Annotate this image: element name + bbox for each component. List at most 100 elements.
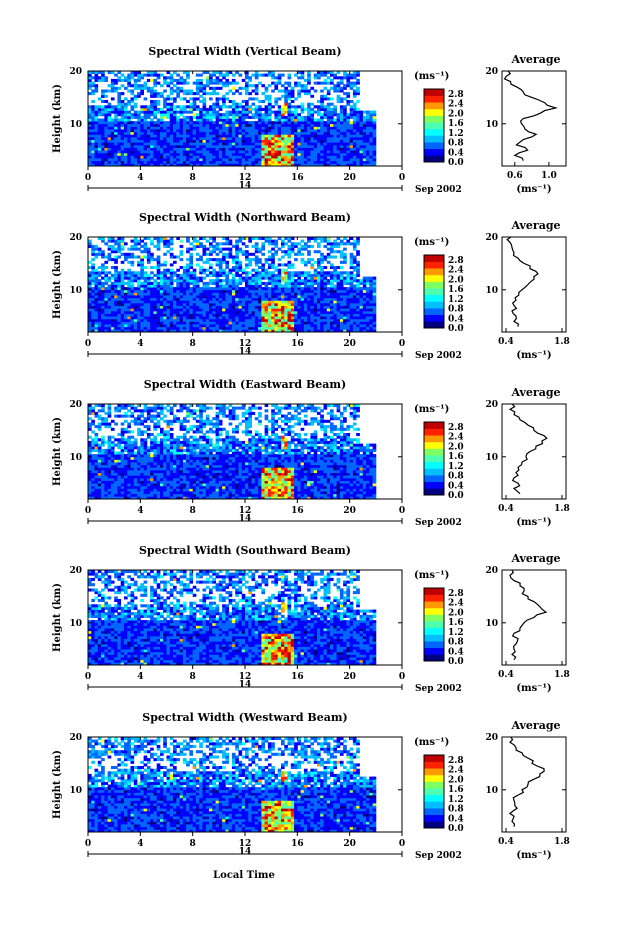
heatmap-cell <box>133 102 138 106</box>
heatmap-cell <box>287 255 292 259</box>
heatmap-cell <box>281 142 285 146</box>
heatmap-cell <box>133 150 138 154</box>
heatmap-cell <box>209 105 213 109</box>
heatmap-cell <box>313 105 318 109</box>
heatmap-cell <box>137 150 141 154</box>
heatmap-cell <box>274 86 279 90</box>
heatmap-cell <box>195 115 200 119</box>
heatmap-cell <box>107 131 112 135</box>
heatmap-cell <box>287 76 292 80</box>
heatmap-cell <box>359 321 364 325</box>
heatmap-cell <box>212 144 216 148</box>
heatmap-cell <box>362 303 367 307</box>
heatmap-cell <box>120 324 125 328</box>
heatmap-cell <box>320 295 324 299</box>
heatmap-cell <box>320 123 324 127</box>
heatmap-cell <box>160 321 164 325</box>
heatmap-cell <box>241 308 246 312</box>
heatmap-cell <box>179 310 184 314</box>
heatmap-cell <box>94 163 99 167</box>
heatmap-cell <box>114 158 118 162</box>
heatmap-cell <box>320 258 324 262</box>
heatmap-cell <box>127 78 131 82</box>
heatmap-cell <box>120 129 125 133</box>
heatmap-cell <box>182 295 187 299</box>
heatmap-cell <box>182 318 187 322</box>
colorbar-swatch <box>424 148 444 156</box>
heatmap-cell <box>179 139 184 143</box>
heatmap-cell <box>137 147 141 151</box>
heatmap-cell <box>369 292 373 296</box>
heatmap-cell <box>339 113 344 117</box>
heatmap-cell <box>228 150 233 154</box>
heatmap-cell <box>317 281 321 285</box>
heatmap-cell <box>274 239 279 243</box>
heatmap-cell <box>356 113 360 117</box>
heatmap-cell <box>94 107 99 111</box>
heatmap-cell <box>317 292 321 296</box>
heatmap-cell <box>349 139 354 143</box>
heatmap-cell <box>231 300 236 304</box>
heatmap-cell <box>218 313 223 317</box>
heatmap-cell <box>366 310 370 314</box>
heatmap-cell <box>245 271 249 275</box>
heatmap-cell <box>281 318 285 322</box>
heatmap-cell <box>362 281 367 285</box>
heatmap-cell <box>186 144 190 148</box>
heatmap-cell <box>238 276 243 280</box>
heatmap-cell <box>336 276 341 280</box>
heatmap-cell <box>343 113 347 117</box>
heatmap-cell <box>140 255 144 259</box>
heatmap-cell <box>150 92 154 96</box>
heatmap-cell <box>179 142 184 146</box>
heatmap-cell <box>238 73 243 77</box>
heatmap-cell <box>281 268 285 272</box>
heatmap-cell <box>101 287 105 291</box>
heatmap-cell <box>218 266 223 270</box>
heatmap-cell <box>137 155 141 159</box>
heatmap-cell <box>137 142 141 146</box>
heatmap-cell <box>356 123 360 127</box>
heatmap-cell <box>110 78 115 82</box>
heatmap-cell <box>248 329 252 333</box>
heatmap-cell <box>320 326 324 330</box>
heatmap-cell <box>372 113 377 117</box>
heatmap-cell <box>310 316 315 320</box>
heatmap-cell <box>215 300 220 304</box>
heatmap-cell <box>333 295 337 299</box>
heatmap-cell <box>104 150 109 154</box>
heatmap-cell <box>195 152 200 156</box>
heatmap-cell <box>153 121 158 125</box>
heatmap-cell <box>209 121 213 125</box>
heatmap-cell <box>195 84 200 88</box>
heatmap-cell <box>307 76 311 80</box>
heatmap-cell <box>228 268 233 272</box>
heatmap-cell <box>199 266 203 270</box>
heatmap-cell <box>287 297 292 301</box>
heatmap-cell <box>169 118 174 122</box>
heatmap-cell <box>320 163 324 167</box>
heatmap-cell <box>107 239 112 243</box>
heatmap-cell <box>330 102 334 106</box>
heatmap-cell <box>264 326 269 330</box>
heatmap-cell <box>120 308 125 312</box>
heatmap-cell <box>228 297 233 301</box>
heatmap-cell <box>294 281 298 285</box>
heatmap-cell <box>307 73 311 77</box>
heatmap-cell <box>352 318 357 322</box>
heatmap-cell <box>205 284 210 288</box>
heatmap-cell <box>313 273 318 277</box>
heatmap-cell <box>317 150 321 154</box>
heatmap-cell <box>313 239 318 243</box>
heatmap-cell <box>192 303 197 307</box>
heatmap-cell <box>150 102 154 106</box>
heatmap-cell <box>137 297 141 301</box>
heatmap-cell <box>199 107 203 111</box>
heatmap-cell <box>330 273 334 277</box>
heatmap-cell <box>261 252 266 256</box>
heatmap-cell <box>300 258 305 262</box>
heatmap-cell <box>205 247 210 251</box>
heatmap-cell <box>267 142 272 146</box>
heatmap-cell <box>133 123 138 127</box>
heatmap-cell <box>114 289 118 293</box>
